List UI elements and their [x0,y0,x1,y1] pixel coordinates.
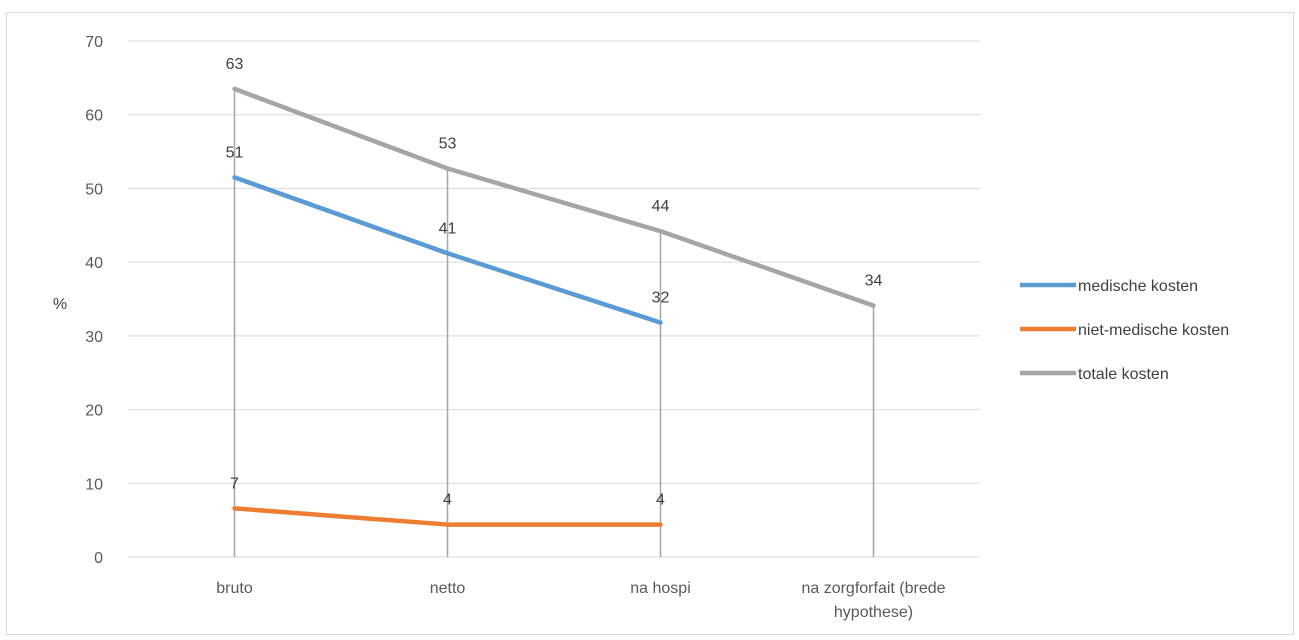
x-tick-label: na zorgforfait (brede [801,580,945,597]
y-tick-label: 50 [85,181,103,198]
data-label: 34 [865,273,883,290]
data-label: 44 [652,198,670,215]
x-tick-label: bruto [216,580,253,597]
series-line-0 [232,175,663,325]
x-tick-label: hypothese) [834,604,913,621]
series-lines [232,86,876,527]
legend-label: medische kosten [1078,278,1198,295]
y-tick-label: 40 [85,255,103,272]
data-label: 7 [230,475,239,492]
y-tick-label: 30 [85,329,103,346]
series-line-1 [232,506,663,527]
y-tick-label: 20 [85,403,103,420]
y-axis-label: % [53,296,67,313]
x-tick-label: netto [430,580,466,597]
data-label: 4 [656,492,665,509]
data-label: 32 [652,290,670,307]
data-label: 41 [439,220,457,237]
y-tick-label: 0 [94,550,103,567]
data-label: 51 [226,144,244,161]
x-tick-label: na hospi [630,580,691,597]
chart-frame [6,12,1294,635]
data-label: 53 [439,136,457,153]
y-tick-label: 10 [85,476,103,493]
x-axis-tick-labels: bruto netto na hospi na zorgforfait (brede h… [216,580,945,621]
legend: medische kosten niet-medische kosten total… [1020,278,1229,383]
drop-lines [233,88,875,557]
legend-label: totale kosten [1078,366,1169,383]
y-axis-tick-labels: 0 10 20 30 40 50 60 70 [85,34,103,567]
data-label: 4 [443,492,452,509]
series-line-2 [232,86,876,308]
gridlines [128,40,980,558]
y-tick-label: 60 [85,108,103,125]
data-label: 63 [226,56,244,73]
y-tick-label: 70 [85,34,103,51]
legend-label: niet-medische kosten [1078,322,1229,339]
